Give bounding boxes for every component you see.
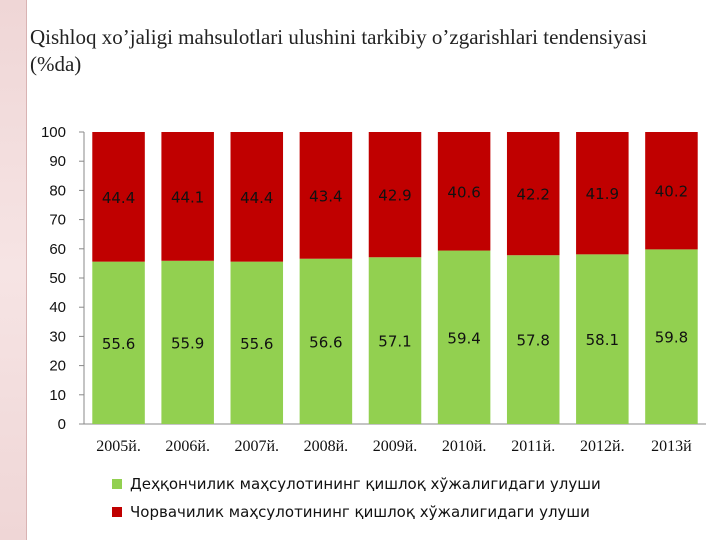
data-label: 58.1	[586, 331, 619, 349]
bar-crop	[161, 260, 214, 424]
bar-crop	[92, 261, 145, 424]
y-tick-label: 60	[49, 241, 66, 258]
data-label: 42.9	[378, 187, 411, 205]
bar-crop	[506, 255, 560, 424]
legend-swatch-crop	[112, 479, 122, 489]
x-tick-label: 2009й.	[373, 438, 418, 455]
y-tick-label: 70	[49, 212, 66, 229]
bar-crop	[230, 261, 284, 424]
data-label: 41.9	[586, 185, 619, 203]
data-label: 43.4	[309, 187, 342, 205]
x-tick-label: 2007й.	[234, 438, 279, 455]
x-tick-label: 2008й.	[304, 438, 349, 455]
y-tick-label: 40	[49, 299, 66, 316]
data-label: 55.6	[240, 335, 273, 353]
y-tick-label: 90	[49, 153, 66, 170]
y-tick-label: 10	[49, 387, 66, 404]
data-label: 40.2	[655, 183, 688, 201]
data-label: 55.6	[102, 335, 135, 353]
legend-item-crop: Деҳқончилик маҳсулотининг қишлоқ хўжалиг…	[112, 470, 601, 498]
bar-livestock	[437, 132, 491, 251]
data-label: 57.1	[378, 333, 411, 351]
y-tick-label: 0	[58, 416, 66, 433]
legend: Деҳқончилик маҳсулотининг қишлоқ хўжалиг…	[112, 470, 601, 526]
y-tick-label: 50	[49, 270, 66, 287]
legend-swatch-livestock	[112, 507, 122, 517]
data-label: 40.6	[447, 183, 480, 201]
bar-crop	[645, 249, 698, 424]
data-label: 44.1	[171, 188, 204, 206]
legend-item-livestock: Чорвачилик маҳсулотининг қишлоқ хўжалиги…	[112, 498, 601, 526]
bar-livestock	[506, 132, 560, 256]
y-tick-label: 30	[49, 328, 66, 345]
x-tick-label: 2012й.	[580, 438, 625, 455]
x-tick-label: 2006й.	[165, 438, 210, 455]
data-label: 56.6	[309, 333, 342, 351]
bar-livestock	[92, 132, 145, 262]
data-label: 59.4	[447, 329, 480, 347]
x-tick-label: 2010й.	[442, 438, 487, 455]
data-label: 44.4	[240, 189, 273, 207]
legend-label-livestock: Чорвачилик маҳсулотининг қишлоқ хўжалиги…	[130, 503, 590, 521]
data-label: 59.8	[655, 329, 688, 347]
bar-livestock	[161, 132, 214, 261]
data-label: 42.2	[517, 186, 550, 204]
x-tick-label: 2013й	[651, 438, 692, 455]
data-label: 55.9	[171, 334, 204, 352]
side-divider	[26, 0, 27, 540]
data-label: 57.8	[517, 332, 550, 350]
bar-livestock	[645, 132, 698, 250]
bar-livestock	[368, 132, 422, 258]
bar-crop	[437, 250, 491, 424]
x-tick-label: 2005й.	[96, 438, 141, 455]
legend-label-crop: Деҳқончилик маҳсулотининг қишлоқ хўжалиг…	[130, 475, 601, 493]
y-tick-label: 80	[49, 182, 66, 199]
bar-livestock	[576, 132, 629, 255]
y-tick-label: 100	[41, 124, 66, 141]
side-decoration	[0, 0, 26, 540]
x-tick-label: 2011й.	[511, 438, 555, 455]
bar-crop	[576, 254, 629, 424]
bar-crop	[299, 258, 353, 424]
bar-crop	[368, 257, 422, 424]
y-tick-label: 20	[49, 358, 66, 375]
data-label: 44.4	[102, 189, 135, 207]
chart-title: Qishloq xo’jaligi mahsulotlari ulushini …	[30, 25, 648, 76]
bar-livestock	[230, 132, 284, 262]
bar-livestock	[299, 132, 353, 259]
